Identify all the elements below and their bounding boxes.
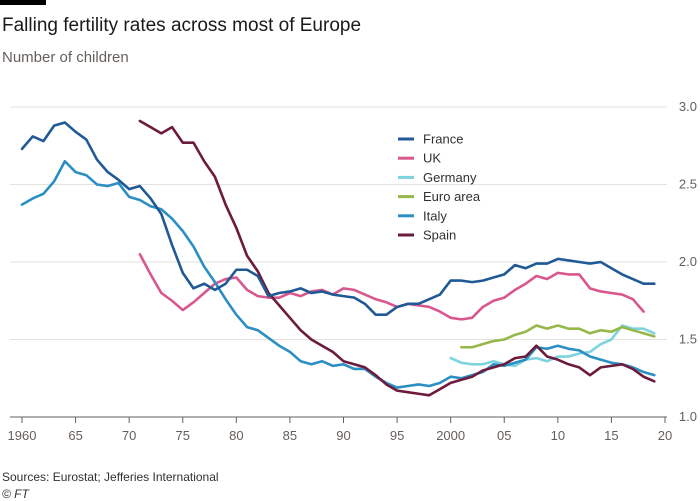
series-lines bbox=[20, 119, 656, 397]
y-tick-label: 2.0 bbox=[679, 254, 697, 269]
x-tick-label: 15 bbox=[604, 428, 618, 443]
x-tick-label: 70 bbox=[122, 428, 136, 443]
series-line-uk bbox=[138, 252, 645, 321]
legend: France UK Germany Euro area Italy Spain bbox=[398, 132, 481, 243]
series-line-spain bbox=[138, 119, 656, 397]
chart-title: Falling fertility rates across most of E… bbox=[2, 15, 362, 36]
y-tick-label: 3.0 bbox=[679, 99, 697, 114]
series-line-france bbox=[20, 121, 656, 316]
x-tick-label: 95 bbox=[390, 428, 404, 443]
legend-label-germany: Germany bbox=[423, 170, 477, 185]
series-line-italy bbox=[20, 159, 656, 389]
y-tick-label: 1.5 bbox=[679, 332, 697, 347]
x-tick-label: 20 bbox=[658, 428, 672, 443]
legend-label-france: France bbox=[423, 132, 463, 147]
x-tick-label: 10 bbox=[551, 428, 565, 443]
x-tick-label: 05 bbox=[497, 428, 511, 443]
ft-header-bar bbox=[0, 0, 46, 5]
x-tick-label: 85 bbox=[283, 428, 297, 443]
legend-label-spain: Spain bbox=[423, 228, 456, 243]
y-tick-label: 2.5 bbox=[679, 177, 697, 192]
chart-subtitle: Number of children bbox=[2, 49, 129, 66]
x-tick-label: 65 bbox=[68, 428, 82, 443]
source-note: Sources: Eurostat; Jefferies Internation… bbox=[2, 470, 219, 484]
tick-labels: 1.0 1.5 2.0 2.5 3.0 1960 65 70 75 80 85 90 95 2000 05 1… bbox=[8, 99, 697, 443]
x-tick-label: 80 bbox=[229, 428, 243, 443]
x-tick-label: 2000 bbox=[436, 428, 465, 443]
grid-lines bbox=[10, 106, 667, 418]
y-tick-label: 1.0 bbox=[679, 409, 697, 424]
x-tick-label: 1960 bbox=[8, 428, 37, 443]
x-tick-label: 75 bbox=[176, 428, 190, 443]
legend-label-euro-area: Euro area bbox=[423, 189, 481, 204]
series-line-euro-area bbox=[460, 324, 656, 349]
x-tick-label: 90 bbox=[336, 428, 350, 443]
legend-label-uk: UK bbox=[423, 151, 441, 166]
copyright-note: © FT bbox=[2, 487, 29, 501]
legend-label-italy: Italy bbox=[423, 208, 447, 223]
